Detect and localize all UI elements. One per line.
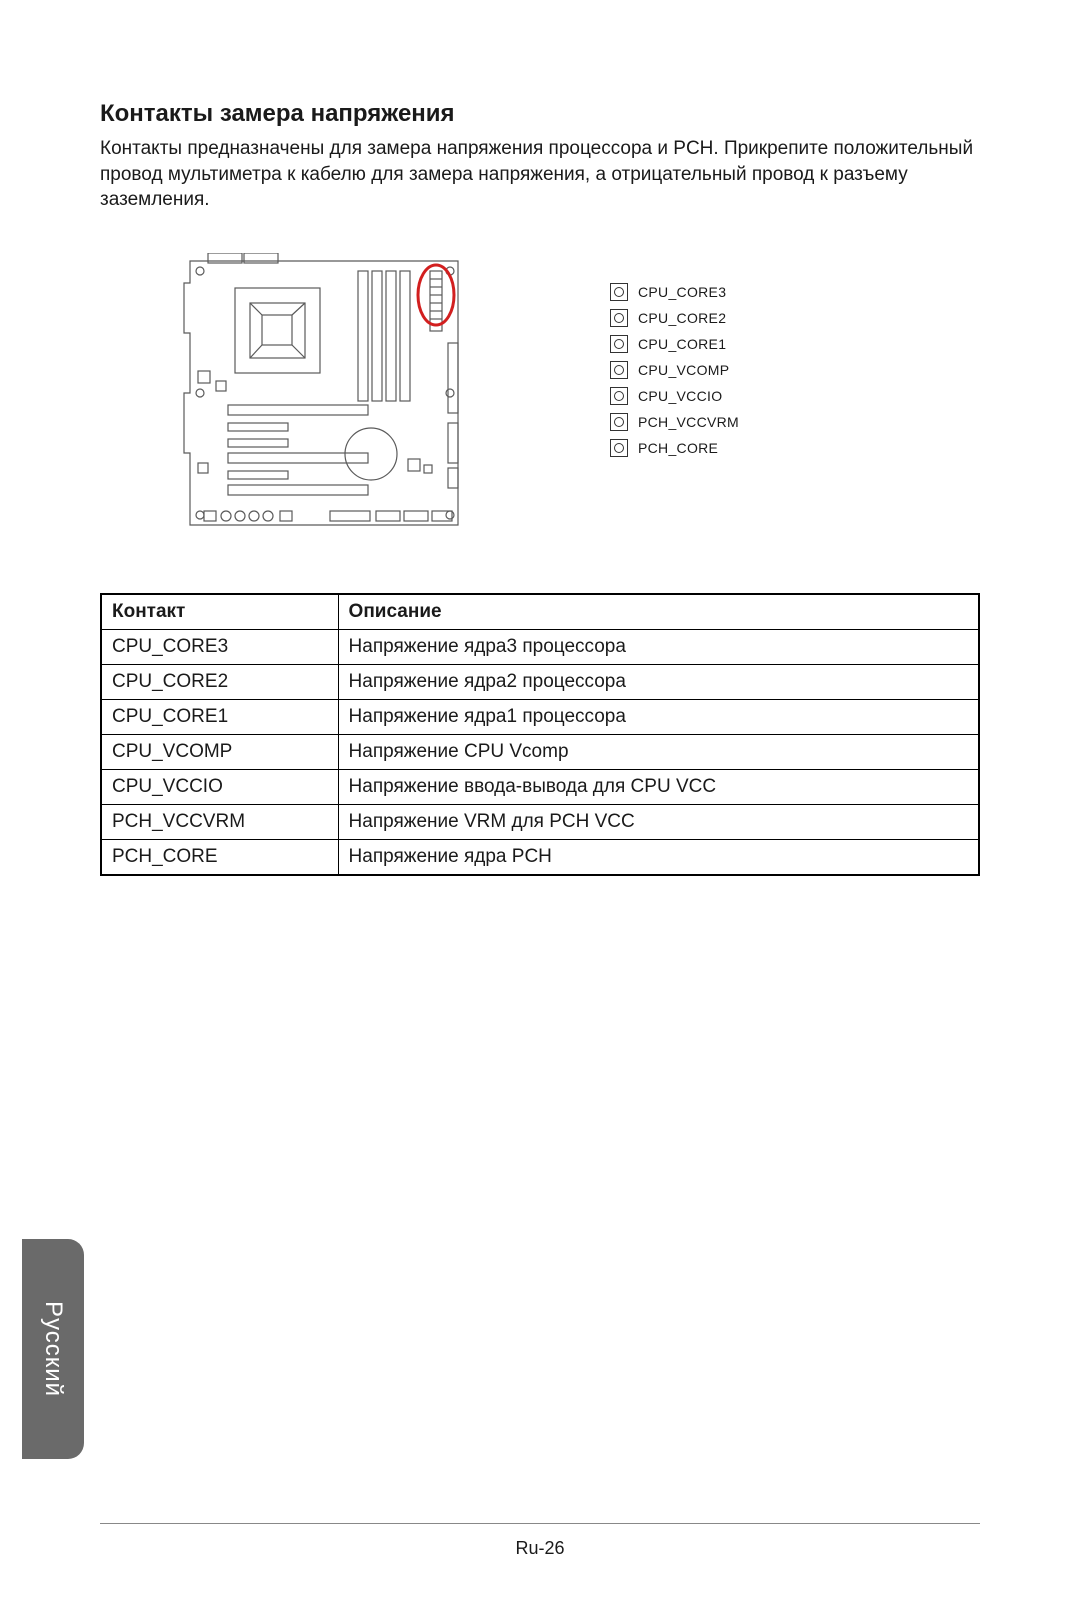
pin-label: CPU_CORE2 [638,310,726,326]
document-page: Контакты замера напряжения Контакты пред… [0,0,1080,1619]
cell-contact: CPU_CORE3 [101,629,338,664]
cell-contact: CPU_CORE2 [101,664,338,699]
cell-contact: CPU_VCCIO [101,769,338,804]
cell-description: Напряжение ядра1 процессора [338,699,979,734]
table-row: PCH_COREНапряжение ядра PCH [101,839,979,875]
pin-icon [610,439,628,457]
section-heading: Контакты замера напряжения [100,100,980,128]
table-row: CPU_VCCIOНапряжение ввода-вывода для CPU… [101,769,979,804]
cell-description: Напряжение ядра2 процессора [338,664,979,699]
pin-icon [610,387,628,405]
pin-label: CPU_CORE1 [638,336,726,352]
cell-description: Напряжение CPU Vcomp [338,734,979,769]
cell-description: Напряжение ядра3 процессора [338,629,979,664]
pin-label: CPU_VCCIO [638,388,722,404]
pin-item: CPU_CORE2 [610,309,739,327]
footer-rule [100,1523,980,1524]
cell-contact: PCH_CORE [101,839,338,875]
voltage-table: Контакт Описание CPU_CORE3Напряжение ядр… [100,593,980,876]
table-row: CPU_VCOMPНапряжение CPU Vcomp [101,734,979,769]
pin-icon [610,283,628,301]
cell-contact: CPU_VCOMP [101,734,338,769]
table-row: CPU_CORE1Напряжение ядра1 процессора [101,699,979,734]
pin-item: CPU_VCCIO [610,387,739,405]
pin-icon [610,335,628,353]
table-header-row: Контакт Описание [101,594,979,630]
motherboard-diagram [180,253,470,533]
pin-item: PCH_CORE [610,439,739,457]
page-number: Ru-26 [0,1538,1080,1559]
language-tab-label: Русский [39,1301,67,1397]
pin-item: CPU_CORE1 [610,335,739,353]
cell-contact: CPU_CORE1 [101,699,338,734]
pin-item: CPU_CORE3 [610,283,739,301]
table-row: PCH_VCCVRMНапряжение VRM для PCH VCC [101,804,979,839]
cell-description: Напряжение ввода-вывода для CPU VCC [338,769,979,804]
pin-icon [610,361,628,379]
pin-label: PCH_VCCVRM [638,414,739,430]
table-row: CPU_CORE3Напряжение ядра3 процессора [101,629,979,664]
pin-item: CPU_VCOMP [610,361,739,379]
cell-contact: PCH_VCCVRM [101,804,338,839]
cell-description: Напряжение ядра PCH [338,839,979,875]
table-row: CPU_CORE2Напряжение ядра2 процессора [101,664,979,699]
pin-legend: CPU_CORE3 CPU_CORE2 CPU_CORE1 CPU_VCOMP … [610,283,739,457]
col-header-contact: Контакт [101,594,338,630]
language-tab: Русский [22,1239,84,1459]
pin-item: PCH_VCCVRM [610,413,739,431]
col-header-description: Описание [338,594,979,630]
pin-label: PCH_CORE [638,440,718,456]
section-description: Контакты предназначены для замера напряж… [100,136,980,213]
pin-label: CPU_CORE3 [638,284,726,300]
pin-icon [610,413,628,431]
cell-description: Напряжение VRM для PCH VCC [338,804,979,839]
pin-label: CPU_VCOMP [638,362,729,378]
figure-row: CPU_CORE3 CPU_CORE2 CPU_CORE1 CPU_VCOMP … [100,253,980,533]
pin-icon [610,309,628,327]
